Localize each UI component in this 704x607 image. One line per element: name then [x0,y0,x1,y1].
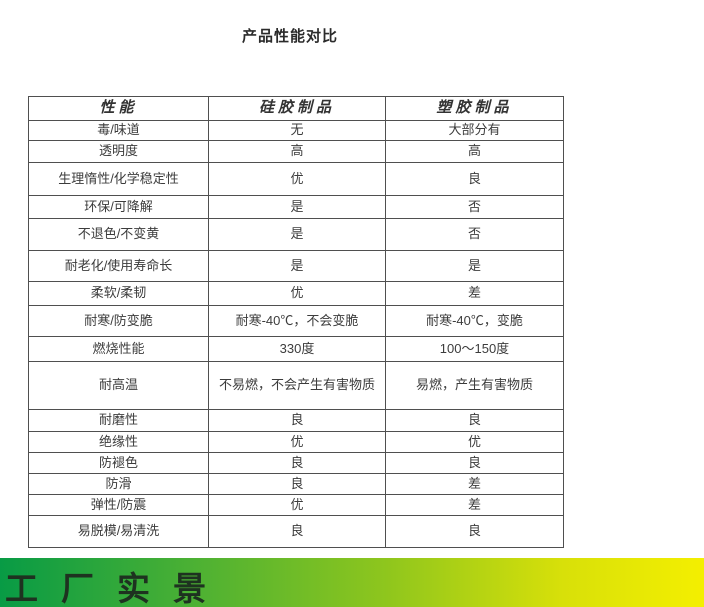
table-row: 环保/可降解是否 [28,195,564,219]
silicone-cell: 良 [208,515,386,548]
header-property: 性能 [28,96,209,121]
plastic-cell: 良 [385,452,564,474]
property-cell: 防滑 [28,473,209,495]
property-cell: 耐寒/防变脆 [28,305,209,337]
plastic-cell: 大部分有 [385,120,564,141]
table-row: 生理惰性/化学稳定性优良 [28,162,564,196]
table-row: 燃烧性能 330度 100～150度 [28,336,564,362]
table-row: 耐老化/使用寿命长是是 [28,250,564,282]
property-cell: 绝缘性 [28,431,209,453]
table-row: 不退色/不变黄是否 [28,218,564,251]
property-cell: 耐磨性 [28,409,209,432]
silicone-cell: 优 [208,494,386,516]
table-row: 透明度高高 [28,140,564,163]
property-cell: 燃烧性能 [28,336,209,362]
plastic-cell: 差 [385,494,564,516]
property-cell: 耐高温 [28,361,209,410]
silicone-cell: 良 [208,473,386,495]
silicone-cell: 是 [208,218,386,251]
table-row: 耐磨性良良 [28,409,564,432]
plastic-cell: 否 [385,218,564,251]
plastic-cell: 是 [385,250,564,282]
table-row: 防滑良差 [28,473,564,495]
silicone-cell: 优 [208,162,386,196]
plastic-cell: 否 [385,195,564,219]
plastic-cell: 耐寒-40℃，变脆 [385,305,564,337]
plastic-cell: 100～150度 [385,336,564,362]
silicone-cell: 良 [208,452,386,474]
property-cell: 弹性/防震 [28,494,209,516]
table-row: 柔软/柔韧优差 [28,281,564,306]
plastic-cell: 良 [385,409,564,432]
property-cell: 环保/可降解 [28,195,209,219]
header-plastic: 塑胶制品 [385,96,564,121]
silicone-cell: 是 [208,195,386,219]
page-title: 产品性能对比 [241,28,338,45]
property-cell: 防褪色 [28,452,209,474]
property-cell: 耐老化/使用寿命长 [28,250,209,282]
property-cell: 透明度 [28,140,209,163]
silicone-cell: 是 [208,250,386,282]
table-row: 耐高温 不易燃，不会产生有害物质 易燃，产生有害物质 [28,361,564,410]
silicone-cell: 无 [208,120,386,141]
table-row: 弹性/防震优差 [28,494,564,516]
plastic-cell: 良 [385,515,564,548]
silicone-cell: 高 [208,140,386,163]
table-header: 性能 硅胶制品 塑胶制品 [28,96,564,121]
comparison-table: 性能 硅胶制品 塑胶制品 毒/味道无大部分有 透明度高高生理惰性/化学稳定性优良环… [28,96,564,548]
silicone-cell: 优 [208,431,386,453]
table-row: 耐寒/防变脆 耐寒-40℃，不会变脆 耐寒-40℃，变脆 [28,305,564,337]
plastic-cell: 易燃，产生有害物质 [385,361,564,410]
silicone-cell: 330度 [208,336,386,362]
plastic-cell: 良 [385,162,564,196]
silicone-cell: 良 [208,409,386,432]
header-silicone: 硅胶制品 [208,96,386,121]
plastic-cell: 差 [385,281,564,306]
silicone-cell: 不易燃，不会产生有害物质 [208,361,386,410]
property-cell: 毒/味道 [28,120,209,141]
property-cell: 易脱模/易清洗 [28,515,209,548]
plastic-cell: 差 [385,473,564,495]
footer-banner-text: 工厂实景 [5,570,229,607]
property-cell: 生理惰性/化学稳定性 [28,162,209,196]
property-cell: 柔软/柔韧 [28,281,209,306]
table-body: 毒/味道无大部分有 透明度高高生理惰性/化学稳定性优良环保/可降解是否不退色/不变… [28,120,564,548]
silicone-cell: 耐寒-40℃，不会变脆 [208,305,386,337]
property-cell: 不退色/不变黄 [28,218,209,251]
table-row: 易脱模/易清洗良良 [28,515,564,548]
plastic-cell: 优 [385,431,564,453]
table-row: 绝缘性优优 [28,431,564,453]
table-row: 毒/味道无大部分有 [28,120,564,141]
silicone-cell: 优 [208,281,386,306]
footer-banner: 工厂实景 [0,558,704,607]
table-row: 防褪色良良 [28,452,564,474]
plastic-cell: 高 [385,140,564,163]
table-header-row: 性能 硅胶制品 塑胶制品 [28,96,564,121]
